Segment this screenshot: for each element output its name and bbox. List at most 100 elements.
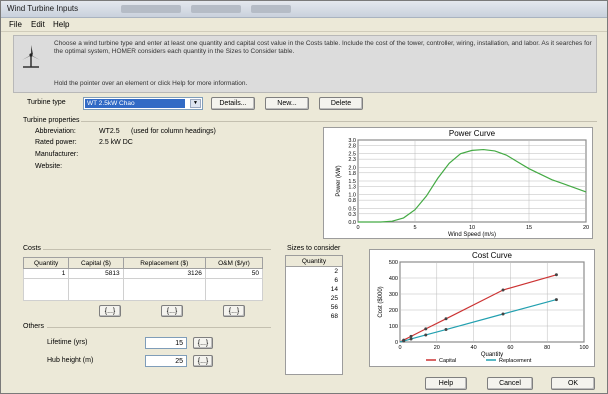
x-axis-label: Wind Speed (m/s) — [448, 232, 496, 238]
others-heading: Others — [23, 323, 45, 330]
cancel-button[interactable]: Cancel — [487, 377, 533, 390]
menu-file[interactable]: File — [9, 20, 22, 29]
y-axis-label: Cost ($000) — [378, 286, 384, 317]
x-tick-label: 100 — [579, 345, 588, 351]
hub-height-label: Hub height (m) — [47, 357, 94, 364]
table-row[interactable]: 1 5813 3126 50 — [22, 268, 264, 279]
om-cell[interactable]: 50 — [204, 268, 264, 279]
list-item[interactable]: 2 — [334, 268, 338, 275]
tab-placeholder — [191, 5, 241, 13]
list-item[interactable]: 14 — [330, 286, 338, 293]
info-panel: Choose a wind turbine type and enter at … — [13, 35, 597, 93]
menu-bar: File Edit Help — [1, 18, 607, 32]
ok-button[interactable]: OK — [551, 377, 595, 390]
tab-placeholder — [251, 5, 291, 13]
x-tick-label: 0 — [398, 345, 401, 351]
y-tick-label: 1.5 — [348, 179, 356, 185]
y-tick-label: 0.8 — [348, 198, 356, 204]
abbreviation-note: (used for column headings) — [131, 128, 216, 135]
help-button[interactable]: Help — [425, 377, 467, 390]
turbine-properties-heading: Turbine properties — [23, 117, 80, 124]
x-tick-label: 40 — [471, 345, 477, 351]
y-tick-label: 2.8 — [348, 143, 356, 149]
table-row[interactable] — [22, 278, 264, 301]
replacement-cell[interactable]: 3126 — [122, 268, 206, 279]
y-tick-label: 2.3 — [348, 157, 356, 163]
list-item[interactable]: 56 — [330, 304, 338, 311]
new-button[interactable]: New... — [265, 97, 309, 110]
abbreviation-value: WT2.5 — [99, 128, 120, 135]
costs-header-replacement: Replacement ($) — [122, 257, 206, 269]
x-tick-label: 15 — [526, 225, 532, 231]
y-axis-label: Power (kW) — [336, 165, 342, 196]
rated-power-label: Rated power: — [35, 139, 77, 146]
y-tick-label: 100 — [389, 324, 398, 330]
hub-height-input[interactable]: 25 — [145, 355, 187, 367]
cost-curve-panel: Cost Curve 0 20 40 60 80 100 0 100 200 300 400 500 Qu… — [369, 249, 595, 367]
turbine-type-select[interactable]: WT 2.5kW Chao ▼ — [83, 97, 203, 110]
x-tick-label: 20 — [583, 225, 589, 231]
menu-help[interactable]: Help — [53, 20, 70, 29]
window-title: Wind Turbine Inputs — [7, 4, 79, 13]
hub-height-sensitivity-button[interactable]: {...} — [193, 355, 213, 367]
turbine-type-label: Turbine type — [27, 99, 66, 106]
y-tick-label: 3.0 — [348, 138, 356, 144]
lifetime-sensitivity-button[interactable]: {...} — [193, 337, 213, 349]
legend-label: Capital — [439, 358, 456, 364]
y-tick-label: 1.3 — [348, 184, 356, 190]
group-divider — [43, 249, 271, 250]
data-point — [409, 334, 413, 338]
y-tick-label: 0.5 — [348, 206, 356, 212]
info-hint: Hold the pointer over an element or clic… — [54, 80, 248, 87]
replacement-sensitivity-button[interactable]: {...} — [161, 305, 183, 317]
x-tick-label: 60 — [507, 345, 513, 351]
cost-curve-chart: Cost Curve 0 20 40 60 80 100 0 100 200 300 400 500 Qu… — [378, 251, 589, 364]
details-button[interactable]: Details... — [211, 97, 255, 110]
list-item[interactable]: 25 — [330, 295, 338, 302]
sizes-table[interactable]: Quantity 2 6 14 25 56 68 — [285, 255, 343, 375]
sizes-header: Quantity — [286, 256, 342, 267]
data-point — [402, 339, 406, 343]
capital-sensitivity-button[interactable]: {...} — [99, 305, 121, 317]
legend-label: Replacement — [499, 358, 532, 364]
turbine-type-value: WT 2.5kW Chao — [85, 99, 185, 108]
data-point — [501, 288, 505, 292]
abbreviation-label: Abbreviation: — [35, 128, 76, 135]
delete-button[interactable]: Delete — [319, 97, 363, 110]
sizes-heading: Sizes to consider — [287, 245, 341, 252]
power-curve-panel: Power Curve 0 5 10 15 20 0.0 0.3 0.5 0.8 1.0 1.3 1.5… — [323, 127, 593, 239]
y-tick-label: 2.0 — [348, 165, 356, 171]
power-curve-chart: Power Curve 0 5 10 15 20 0.0 0.30.5 0.81.0 1.31.5… — [336, 129, 589, 238]
lifetime-label: Lifetime (yrs) — [47, 339, 88, 346]
group-divider — [47, 327, 271, 328]
x-tick-label: 5 — [413, 225, 416, 231]
costs-header-quantity: Quantity — [22, 257, 70, 269]
chevron-down-icon[interactable]: ▼ — [190, 99, 201, 108]
series-line — [358, 148, 587, 223]
x-tick-label: 20 — [434, 345, 440, 351]
om-sensitivity-button[interactable]: {...} — [223, 305, 245, 317]
list-item[interactable]: 6 — [334, 277, 338, 284]
x-tick-label: 10 — [469, 225, 475, 231]
title-bar[interactable]: Wind Turbine Inputs — [1, 1, 607, 18]
data-point — [444, 328, 448, 332]
y-tick-label: 0.3 — [348, 212, 356, 218]
costs-table[interactable]: Quantity Capital ($) Replacement ($) O&M… — [22, 257, 264, 301]
capital-cell[interactable]: 5813 — [68, 268, 124, 279]
data-point — [444, 317, 448, 321]
menu-edit[interactable]: Edit — [31, 20, 45, 29]
chart-title: Cost Curve — [472, 251, 513, 260]
website-label: Website: — [35, 163, 63, 170]
data-point — [501, 312, 505, 316]
x-tick-label: 0 — [356, 225, 359, 231]
x-axis-label: Quantity — [481, 352, 503, 358]
quantity-cell[interactable]: 1 — [22, 268, 70, 279]
lifetime-input[interactable]: 15 — [145, 337, 187, 349]
y-tick-label: 500 — [389, 260, 398, 266]
list-item[interactable]: 68 — [330, 313, 338, 320]
x-tick-label: 80 — [544, 345, 550, 351]
y-tick-label: 0.0 — [348, 220, 356, 226]
chart-title: Power Curve — [449, 129, 496, 138]
costs-header-om: O&M ($/yr) — [204, 257, 264, 269]
